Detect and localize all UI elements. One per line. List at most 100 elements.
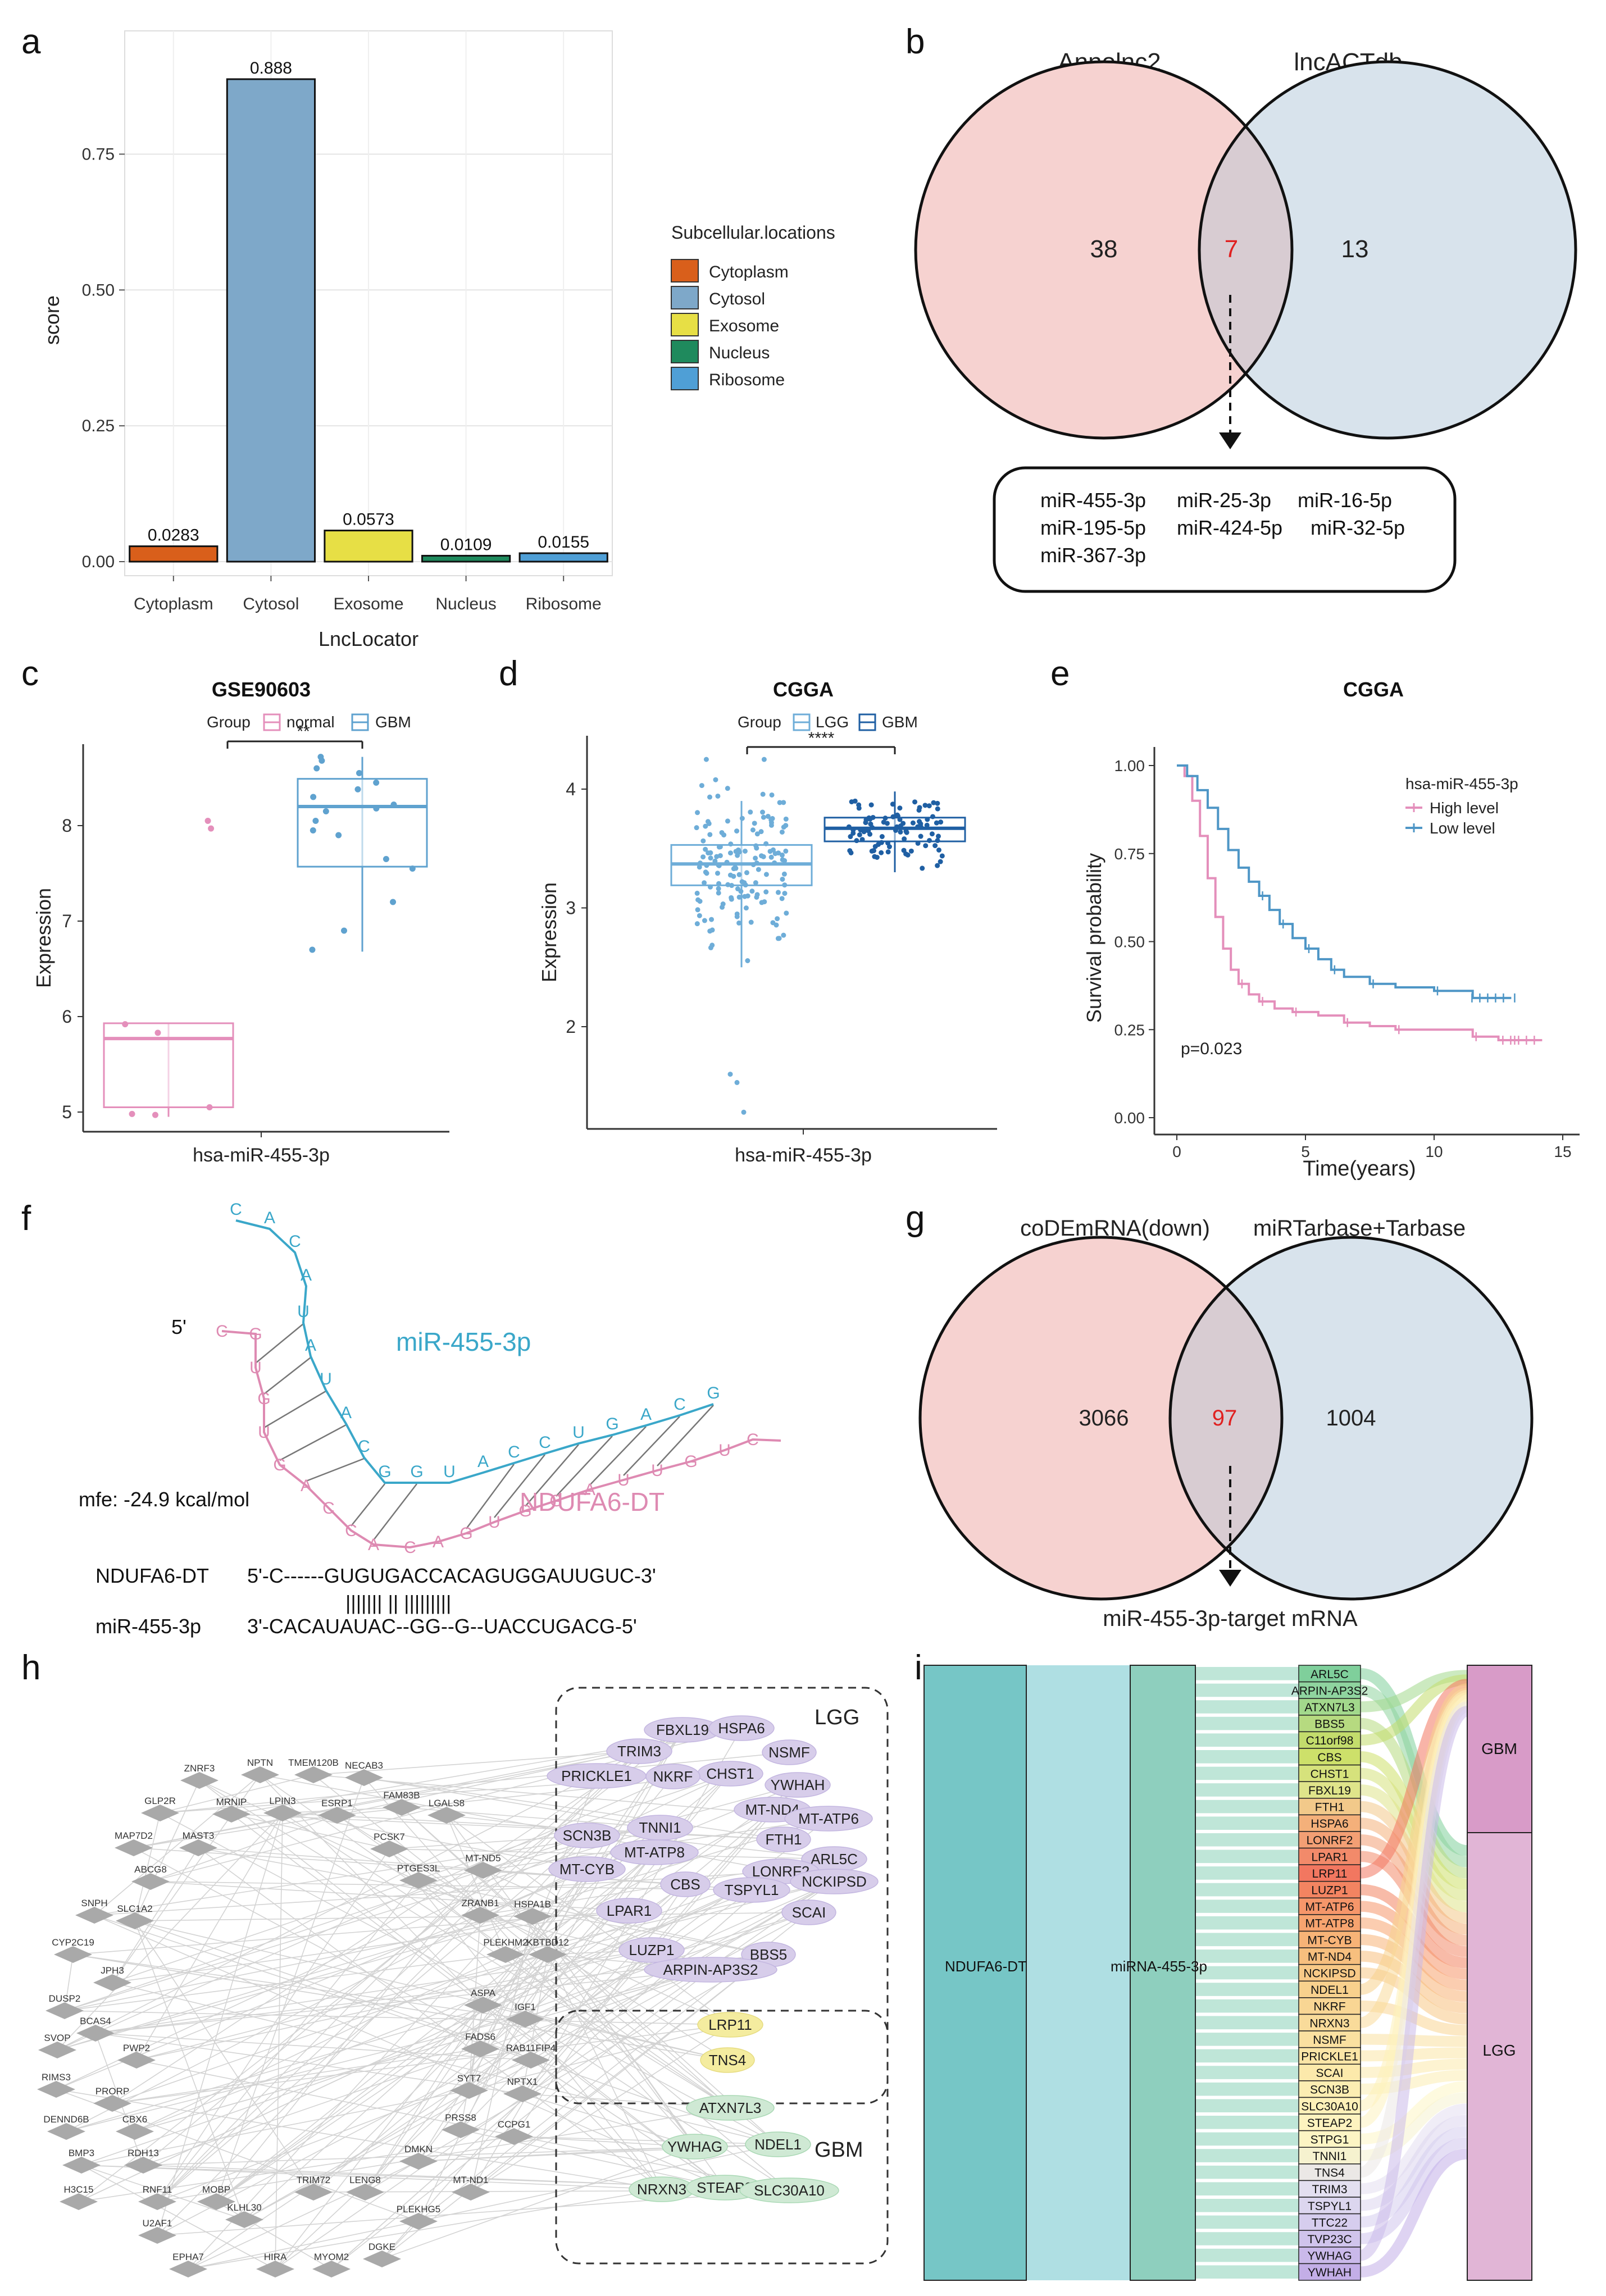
- data-point: [373, 780, 380, 786]
- significance-label: **: [297, 722, 310, 741]
- gene-node-gray: [212, 1806, 251, 1823]
- gene-node-gray: [461, 2040, 499, 2057]
- network-edge: [525, 2019, 790, 2191]
- data-point: [770, 920, 776, 926]
- data-point: [736, 894, 742, 900]
- sankey-label-mirna: miRNA-455-3p: [1111, 1958, 1207, 1975]
- data-point: [717, 844, 723, 850]
- data-point: [915, 840, 921, 846]
- gene-node-label: NPTN: [247, 1757, 273, 1768]
- data-point: [781, 800, 786, 805]
- gene-node-label: SLC1A2: [117, 1903, 152, 1914]
- data-point: [734, 914, 740, 919]
- panel-label-d: d: [499, 654, 518, 693]
- gene-node-label: U2AF1: [143, 2218, 172, 2229]
- gene-node-label: NPTX1: [507, 2076, 538, 2087]
- gene-node-label: MYOM2: [314, 2252, 349, 2262]
- gene-node-label: ASPA: [471, 1988, 496, 1998]
- base-pair-rung: [351, 1483, 385, 1527]
- gbm-group-label: GBM: [815, 2138, 863, 2162]
- data-point: [714, 854, 720, 859]
- gene-node-label: MT-ND5: [465, 1853, 501, 1864]
- gene-node-label: RAB11FIP4: [506, 2043, 556, 2053]
- box-normal: [103, 1022, 234, 1109]
- arrow-head: [1219, 1570, 1241, 1587]
- data-point: [890, 814, 896, 819]
- data-point: [744, 870, 749, 876]
- data-point: [709, 927, 715, 933]
- base-pair-rung: [255, 1323, 304, 1364]
- mirna-box: [993, 466, 1457, 593]
- sankey-gene-label: FBXL19: [1308, 1784, 1351, 1797]
- sankey-gene-label: TSPYL1: [1308, 2200, 1352, 2213]
- mirna-base: C: [230, 1200, 242, 1219]
- sankey-gene-label: LONRF2: [1307, 1834, 1353, 1847]
- legend-swatch-ribosome: [671, 367, 699, 390]
- sankey-gene-node: [1298, 1947, 1361, 1965]
- gene-node-label: CBS: [670, 1876, 700, 1893]
- venn-overlap-count: 7: [1225, 235, 1238, 263]
- gene-node-gray: [138, 2193, 176, 2210]
- lnc-base: U: [718, 1441, 731, 1460]
- y-tick-label: 3: [566, 898, 576, 918]
- gene-node-gray: [399, 2213, 438, 2230]
- data-point: [319, 757, 325, 764]
- gene-node: [697, 2012, 763, 2038]
- network-edge: [157, 1751, 640, 2202]
- gene-node-label: TNNI1: [639, 1819, 681, 1836]
- y-tick-label: 0.50: [82, 281, 115, 299]
- network-edge: [381, 1784, 798, 2259]
- x-tick-label: 0: [1172, 1143, 1181, 1160]
- sankey-gene-label: SLC30A10: [1301, 2100, 1358, 2113]
- sankey-gene-node: [1298, 1980, 1361, 1998]
- gene-node-label: BMP3: [69, 2148, 94, 2158]
- data-point: [697, 864, 702, 870]
- x-tick-label: 10: [1425, 1143, 1443, 1160]
- panel-c-boxplot: GSE90603 Group normal GBM 5 6 7 8 ** hsa-miR…: [32, 678, 449, 1166]
- y-tick-label: 0.00: [1114, 1109, 1145, 1127]
- y-tick-label: 5: [62, 1102, 72, 1122]
- network-edge: [216, 2201, 332, 2270]
- mirna-item: miR-25-3p: [1177, 489, 1271, 512]
- legend-label: High level: [1430, 799, 1499, 817]
- network-edge: [157, 1881, 835, 2236]
- network-edge: [331, 1969, 711, 2270]
- network-edge: [157, 1812, 283, 2236]
- bar-value-label: 0.0109: [440, 535, 492, 554]
- gene-node-gray: [461, 1907, 499, 1924]
- network-edge: [134, 1812, 161, 1921]
- data-point: [752, 821, 757, 826]
- y-tick-label: 8: [62, 816, 72, 836]
- data-point: [700, 838, 706, 844]
- gene-node: [662, 2134, 728, 2160]
- gene-node-label: MT-ATP8: [624, 1844, 685, 1861]
- lnc-base: G: [249, 1325, 262, 1343]
- base-pair-rung: [306, 1457, 365, 1482]
- gene-node-gray: [346, 2184, 384, 2201]
- data-point: [735, 853, 740, 858]
- network-edge: [56, 1773, 731, 2090]
- legend-title: hsa-miR-455-3p: [1405, 775, 1518, 792]
- lnc-base: A: [433, 1533, 444, 1551]
- gene-node-gray: [54, 1946, 92, 1963]
- gene-node-gray: [513, 1908, 552, 1925]
- legend: Group normal GBM: [207, 713, 411, 731]
- sankey-node-mirna: [1130, 1665, 1196, 2281]
- mirna-base: G: [410, 1463, 423, 1481]
- gene-node-gray: [141, 1805, 179, 1821]
- sankey-gene-label: LPAR1: [1312, 1851, 1348, 1864]
- data-point: [904, 830, 909, 835]
- network-edge: [133, 1815, 338, 1848]
- gene-node-label: IGF1: [515, 2002, 536, 2012]
- gene-node-label: PLEKHG5: [397, 2204, 440, 2215]
- panel-label-g: g: [906, 1199, 925, 1238]
- data-point: [854, 838, 859, 844]
- data-point: [743, 905, 749, 911]
- data-point: [923, 843, 929, 849]
- sankey-gene-label: NRXN3: [1309, 2017, 1349, 2030]
- lgg-group-label: LGG: [815, 1706, 859, 1729]
- network-edge: [94, 1915, 531, 2061]
- data-point: [780, 876, 785, 882]
- sankey-gene-label: CHST1: [1311, 1767, 1349, 1780]
- gene-node-gray: [294, 1766, 333, 1783]
